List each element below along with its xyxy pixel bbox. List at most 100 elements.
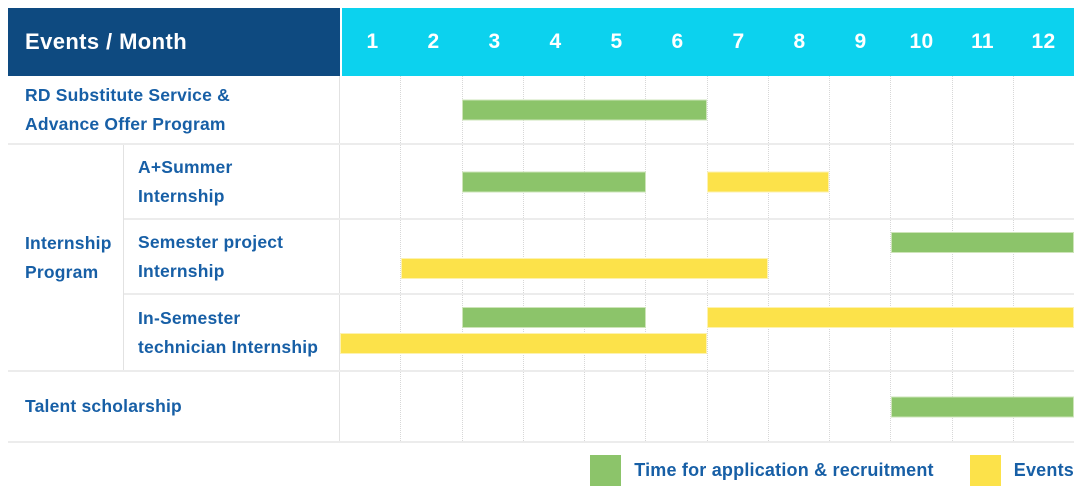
grid-cell (461, 295, 523, 370)
grid-cell (1012, 220, 1074, 293)
gantt-bar-event (707, 307, 1074, 328)
gantt-body: RD Substitute Service & Advance Offer Pro… (8, 76, 1074, 443)
table-header-row: Events / Month 1 2 3 4 5 6 7 8 9 10 11 12 (8, 8, 1074, 76)
grid-cell (951, 145, 1013, 218)
grid-cell (829, 220, 890, 293)
grid-cell (706, 372, 768, 441)
row-label: Talent scholarship (8, 372, 340, 441)
grid-cell (461, 220, 523, 293)
month-header-cell: 3 (488, 30, 501, 53)
table-row: Talent scholarship (8, 372, 1074, 443)
grid-cell (890, 220, 951, 293)
grid-cell (706, 220, 768, 293)
grid-cell (522, 372, 584, 441)
grid-cell (400, 76, 461, 143)
grid-cell (340, 76, 400, 143)
grid-cell (400, 145, 461, 218)
row-group: Internship Program A+Summer Internship Seme… (8, 145, 1074, 372)
month-header-cell: 12 (1031, 30, 1056, 53)
grid-cell (400, 372, 461, 441)
grid-cell (706, 76, 768, 143)
sub-row-label: A+Summer Internship (124, 145, 340, 218)
grid-cell (890, 76, 951, 143)
legend: Time for application & recruitment Events (590, 455, 1074, 486)
sub-row: A+Summer Internship (124, 145, 1074, 220)
grid-cell (584, 220, 645, 293)
month-area (340, 295, 1074, 370)
legend-item: Events (969, 455, 1074, 486)
grid-cell (461, 145, 523, 218)
grid-cell (951, 295, 1013, 370)
grid-cell (461, 372, 523, 441)
month-area (340, 372, 1074, 441)
grid-cell (951, 76, 1013, 143)
sub-row: In-Semester technician Internship (124, 295, 1074, 370)
row-label: RD Substitute Service & Advance Offer Pro… (8, 76, 340, 143)
month-header-cell: 8 (793, 30, 806, 53)
month-header-cell: 7 (732, 30, 745, 53)
grid-cell (645, 145, 706, 218)
month-grid (340, 76, 1074, 143)
grid-cell (829, 372, 890, 441)
grid-cell (890, 295, 951, 370)
label-line: technician Internship (138, 336, 319, 357)
legend-swatch-application (590, 455, 622, 486)
gantt-bar-event (401, 258, 769, 279)
gantt-bar-application (890, 396, 1074, 417)
label-line: Internship (138, 260, 225, 281)
grid-cell (767, 295, 829, 370)
grid-cell (645, 220, 706, 293)
label-line: Advance Offer Program (25, 113, 226, 134)
month-header-cell: 5 (610, 30, 623, 53)
gantt-bar-event (707, 171, 830, 192)
label-line: Semester project (138, 231, 284, 252)
grid-cell (1012, 145, 1074, 218)
gantt-bar-application (462, 307, 646, 328)
legend-swatch-event (969, 455, 1001, 486)
month-header-cell: 2 (427, 30, 440, 53)
gantt-table: Events / Month 1 2 3 4 5 6 7 8 9 10 11 12 RD Substi… (8, 8, 1074, 443)
grid-cell (522, 295, 584, 370)
grid-cell (1012, 295, 1074, 370)
gantt-bar-application (462, 99, 707, 120)
gantt-bar-event (340, 333, 707, 354)
grid-cell (829, 295, 890, 370)
grid-cell (767, 220, 829, 293)
grid-cell (584, 372, 645, 441)
month-area (340, 220, 1074, 293)
label-line: RD Substitute Service & (25, 84, 230, 105)
month-header-cell: 1 (366, 30, 379, 53)
gantt-bar-application (462, 171, 646, 192)
label-line: Talent scholarship (25, 396, 182, 416)
month-header-cell: 9 (854, 30, 867, 53)
month-grid (340, 295, 1074, 370)
month-header-cell: 11 (971, 30, 994, 53)
grid-cell (767, 372, 829, 441)
table-row: RD Substitute Service & Advance Offer Pro… (8, 76, 1074, 145)
events-month-header-cell: Events / Month (8, 8, 340, 76)
grid-cell (400, 220, 461, 293)
legend-label: Time for application & recruitment (634, 460, 934, 480)
grid-cell (829, 76, 890, 143)
grid-cell (645, 372, 706, 441)
grid-cell (340, 372, 400, 441)
grid-cell (340, 145, 400, 218)
grid-cell (584, 295, 645, 370)
month-area (340, 145, 1074, 218)
month-header-cell: 10 (909, 30, 934, 53)
grid-cell (645, 295, 706, 370)
sub-row: Semester project Internship (124, 220, 1074, 295)
grid-cell (400, 295, 461, 370)
sub-row-label: In-Semester technician Internship (124, 295, 340, 370)
grid-cell (461, 76, 523, 143)
label-line: In-Semester (138, 307, 241, 328)
group-label: Internship Program (8, 145, 124, 370)
month-area (340, 76, 1074, 143)
label-line: Internship (138, 185, 225, 206)
grid-cell (340, 220, 400, 293)
gantt-bar-application (890, 232, 1074, 253)
legend-label: Events (1013, 460, 1074, 480)
grid-cell (767, 76, 829, 143)
month-grid (340, 220, 1074, 293)
